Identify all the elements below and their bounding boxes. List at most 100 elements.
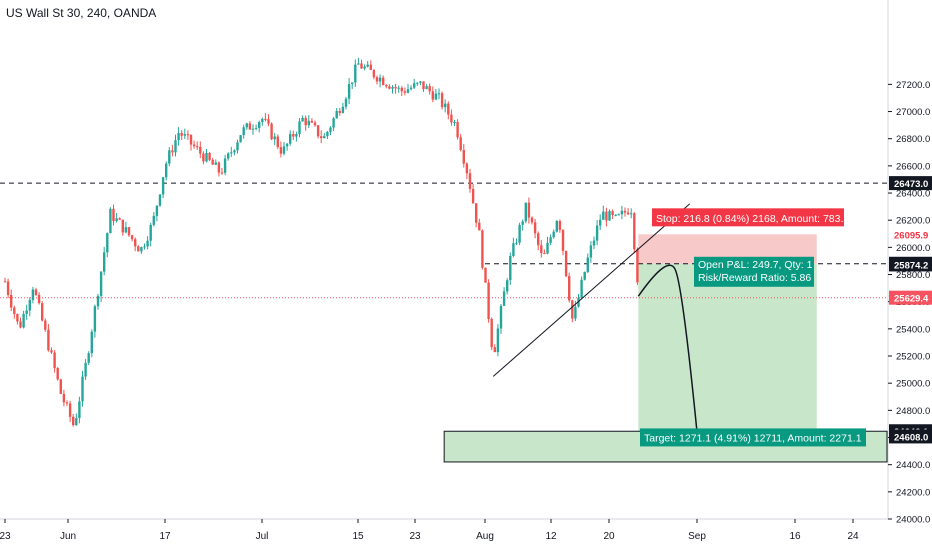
price-tag-stop-bg (889, 227, 932, 242)
candle-body (354, 64, 357, 83)
candle-body (338, 111, 341, 113)
candle-body (453, 121, 456, 123)
candle-body (261, 118, 264, 123)
price-tick-label: 26200.0 (896, 216, 930, 227)
candle-body (217, 162, 221, 173)
candle-body (186, 134, 190, 136)
candle-body (245, 123, 248, 128)
candle-body (571, 300, 574, 319)
candle-body (499, 305, 503, 329)
candle-body (459, 137, 462, 150)
candle-body (68, 403, 72, 417)
candle-body (134, 239, 137, 247)
candle-body (456, 121, 459, 138)
last-price-tag-bg (889, 290, 932, 305)
price-tick-label: 26600.0 (896, 161, 930, 172)
candle-body (41, 303, 44, 321)
candle-body (391, 86, 394, 89)
candle-body (34, 289, 38, 295)
price-tick-label: 25800.0 (896, 270, 930, 281)
candle-body (75, 418, 78, 426)
candle-body (99, 271, 103, 297)
candle-body (546, 242, 549, 254)
candle-body (335, 111, 338, 119)
trendline[interactable] (492, 203, 690, 377)
level-price-tag: 26473.0 (894, 179, 928, 190)
candle-body (304, 117, 307, 126)
price-tick-label: 25200.0 (896, 352, 930, 363)
candle-body (264, 118, 267, 120)
candle-body (87, 353, 90, 363)
candle-body (59, 379, 62, 394)
position-zones (443, 234, 888, 463)
candle-body (251, 128, 255, 130)
candle-body (413, 83, 416, 88)
candle-body (180, 133, 183, 136)
candle-body (273, 136, 276, 140)
candle-body (28, 299, 31, 311)
candle-body (124, 227, 128, 233)
candle-body (378, 77, 382, 82)
stop-label-bg (652, 208, 844, 227)
candle-body (3, 281, 7, 283)
price-tick-label: 24400.0 (896, 460, 930, 471)
candle-body (214, 162, 217, 165)
candle-body (471, 188, 475, 204)
price-tag-target: 24608.0 (894, 432, 928, 443)
target-zone[interactable] (638, 263, 817, 437)
candle-body (595, 225, 599, 241)
candle-body (484, 267, 487, 283)
candle-body (177, 133, 180, 141)
candle-body (189, 134, 193, 145)
target-label-bg (640, 428, 866, 447)
candle-body (168, 150, 171, 164)
candle-body (112, 208, 115, 222)
candle-body (502, 291, 506, 306)
time-tick-label: 12 (545, 531, 557, 542)
candle-body (487, 282, 490, 319)
candle-body (84, 362, 87, 377)
price-tick-label: 26800.0 (896, 134, 930, 145)
candle-body (552, 231, 555, 238)
candle-body (19, 321, 22, 328)
time-tick-label: 20 (603, 531, 615, 542)
candle-body (406, 89, 410, 93)
candle-body (506, 280, 509, 292)
candle-body (366, 64, 369, 67)
candle-body (270, 123, 273, 140)
projection-path[interactable] (637, 264, 698, 433)
candle-body (90, 331, 93, 354)
candle-body (149, 224, 152, 241)
candle-body (444, 103, 447, 108)
candle-body (192, 144, 196, 147)
price-axis-bg (888, 0, 932, 550)
candle-body (450, 114, 453, 123)
candle-body (496, 328, 500, 353)
candle-body (258, 122, 261, 128)
candle-body (233, 150, 236, 153)
candle-body (493, 347, 496, 353)
stop-label: Stop: 216.8 (0.84%) 2168, Amount: 783.2 (656, 213, 849, 225)
candle-body (481, 230, 484, 268)
candle-body (614, 214, 617, 216)
candle-body (329, 127, 332, 132)
candle-body (527, 202, 531, 218)
candle-body (205, 153, 208, 162)
time-tick-label: 16 (789, 531, 801, 542)
candle-body (605, 211, 608, 221)
target-label: Target: 1271.1 (4.91%) 12711, Amount: 22… (644, 432, 862, 444)
candle-body (623, 210, 627, 213)
candle-body (555, 220, 558, 232)
candle-body (549, 237, 552, 243)
candle-body (44, 320, 47, 330)
candle-body (620, 210, 624, 215)
candle-body (617, 214, 620, 216)
candle-body (636, 249, 639, 283)
candle-body (248, 123, 252, 130)
candle-body (6, 281, 10, 295)
candle-body (602, 211, 605, 220)
price-tick-label: 26000.0 (896, 243, 930, 254)
candle-body (140, 247, 143, 252)
candle-body (357, 63, 360, 65)
